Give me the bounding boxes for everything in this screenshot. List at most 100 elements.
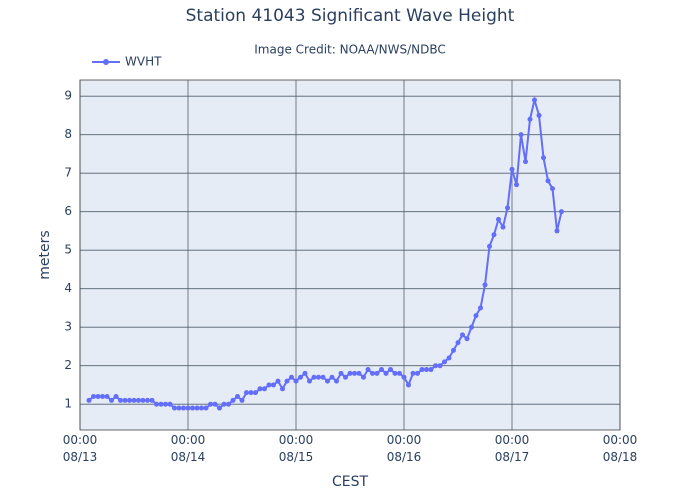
- data-point: [122, 397, 128, 403]
- data-point: [239, 397, 245, 403]
- data-point: [226, 401, 231, 407]
- y-tick-label: 5: [64, 243, 72, 257]
- data-point: [100, 394, 105, 400]
- data-point: [550, 186, 555, 192]
- data-point: [244, 390, 249, 396]
- data-point: [289, 374, 294, 380]
- data-point: [469, 324, 474, 330]
- data-point: [518, 132, 524, 138]
- data-point: [532, 97, 537, 103]
- data-point: [190, 405, 195, 411]
- data-point: [257, 386, 263, 392]
- data-point: [374, 370, 380, 376]
- data-point: [464, 336, 470, 342]
- data-point: [392, 370, 398, 376]
- data-point: [127, 397, 132, 403]
- data-point: [491, 232, 497, 238]
- data-point: [478, 305, 483, 311]
- data-point: [365, 367, 371, 373]
- data-point: [131, 397, 137, 403]
- data-point: [410, 370, 416, 376]
- y-tick-label: 8: [64, 127, 72, 141]
- data-point: [541, 155, 546, 161]
- data-point: [302, 370, 308, 376]
- data-point: [437, 363, 443, 369]
- data-point: [325, 378, 330, 384]
- data-point: [136, 397, 141, 403]
- data-point: [379, 367, 384, 373]
- plot-border: [79, 79, 621, 431]
- y-tick-label: 6: [64, 204, 72, 218]
- data-point: [473, 313, 479, 319]
- data-point: [397, 370, 402, 376]
- y-tick-label: 4: [64, 281, 72, 295]
- data-point: [487, 243, 492, 249]
- data-point: [527, 116, 533, 122]
- data-point: [523, 159, 528, 165]
- data-point: [370, 370, 375, 376]
- x-axis-label: CEST: [332, 474, 369, 490]
- subtitle: Image Credit: NOAA/NWS/NDBC: [254, 43, 445, 57]
- data-point: [194, 405, 200, 411]
- data-point: [361, 374, 366, 380]
- data-point: [212, 401, 218, 407]
- data-point: [185, 405, 191, 411]
- x-tick-label: 00:00 08/16: [386, 433, 422, 464]
- data-point: [446, 355, 452, 361]
- data-point: [181, 405, 186, 411]
- data-point: [433, 363, 438, 369]
- data-point: [545, 178, 551, 184]
- data-point: [554, 228, 560, 234]
- data-point: [455, 340, 461, 346]
- y-tick-label: 7: [64, 166, 72, 180]
- data-point: [172, 405, 177, 411]
- data-point: [158, 401, 164, 407]
- data-point: [500, 224, 506, 230]
- data-point: [419, 367, 425, 373]
- data-point: [347, 370, 353, 376]
- data-point: [208, 401, 213, 407]
- data-point: [316, 374, 321, 380]
- data-point: [460, 332, 465, 338]
- data-point: [235, 394, 240, 400]
- data-point: [248, 390, 254, 396]
- data-point: [298, 374, 303, 380]
- data-point: [113, 394, 119, 400]
- data-point: [356, 370, 362, 376]
- x-tick-label: 00:00 08/13: [62, 433, 98, 464]
- x-tick-label: 00:00 08/14: [170, 433, 206, 464]
- data-point: [167, 401, 173, 407]
- data-point: [509, 166, 515, 172]
- data-point: [275, 378, 281, 384]
- data-point: [203, 405, 209, 411]
- data-point: [307, 378, 312, 384]
- data-point: [262, 386, 267, 392]
- data-point: [293, 378, 299, 384]
- data-point: [424, 367, 429, 373]
- data-point: [482, 282, 488, 288]
- data-point: [428, 367, 434, 373]
- data-point: [271, 382, 276, 388]
- data-point: [91, 394, 96, 400]
- data-point: [383, 370, 389, 376]
- y-axis-label: meters: [37, 230, 53, 279]
- y-tick-label: 3: [64, 320, 72, 334]
- data-point: [217, 405, 222, 411]
- data-point: [199, 405, 204, 411]
- data-point: [176, 405, 182, 411]
- data-point: [221, 401, 227, 407]
- data-point: [338, 370, 344, 376]
- data-point: [415, 370, 420, 376]
- data-point: [230, 397, 236, 403]
- data-point: [329, 374, 335, 380]
- data-point: [343, 374, 348, 380]
- y-tick-label: 1: [64, 397, 72, 411]
- x-tick-label: 00:00 08/15: [278, 433, 314, 464]
- data-point: [266, 382, 272, 388]
- data-point: [95, 394, 101, 400]
- legend-marker: [103, 59, 109, 65]
- data-point: [406, 382, 411, 388]
- data-point: [163, 401, 168, 407]
